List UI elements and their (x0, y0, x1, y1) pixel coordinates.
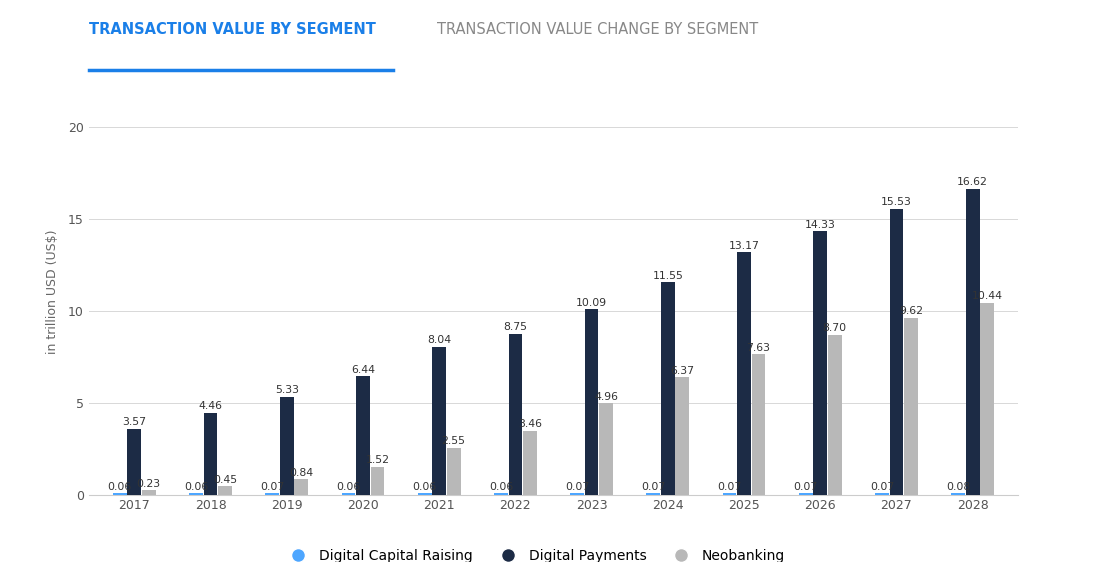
Bar (799, 493, 813, 495)
Text: 8.04: 8.04 (427, 335, 452, 345)
Text: 10.44: 10.44 (972, 291, 1003, 301)
Bar (723, 493, 736, 495)
Bar (570, 493, 584, 495)
Text: 11.55: 11.55 (652, 271, 683, 280)
Text: 0.07: 0.07 (641, 482, 665, 492)
Bar (646, 493, 660, 495)
Bar (189, 493, 203, 495)
Text: 6.37: 6.37 (671, 366, 694, 376)
Text: 13.17: 13.17 (728, 241, 759, 251)
Text: 0.45: 0.45 (213, 475, 237, 485)
Bar (981, 302, 994, 495)
Text: 10.09: 10.09 (576, 297, 607, 307)
Y-axis label: in trillion USD (US$): in trillion USD (US$) (46, 230, 60, 355)
Text: 0.07: 0.07 (565, 482, 589, 492)
Bar (447, 448, 461, 495)
Text: 0.07: 0.07 (794, 482, 818, 492)
Text: 3.57: 3.57 (122, 418, 146, 428)
Bar (433, 347, 446, 495)
Bar (127, 429, 142, 495)
Text: 14.33: 14.33 (805, 220, 836, 229)
Bar (218, 486, 231, 495)
Bar (876, 493, 889, 495)
Text: 3.46: 3.46 (518, 419, 541, 429)
Bar (523, 431, 537, 495)
Text: 2.55: 2.55 (442, 436, 466, 446)
Text: 0.23: 0.23 (136, 479, 161, 489)
Text: TRANSACTION VALUE CHANGE BY SEGMENT: TRANSACTION VALUE CHANGE BY SEGMENT (437, 22, 758, 38)
Text: 0.84: 0.84 (289, 468, 313, 478)
Text: 0.06: 0.06 (413, 482, 437, 492)
Text: 15.53: 15.53 (881, 197, 912, 207)
Bar (342, 493, 355, 495)
Text: 0.06: 0.06 (107, 482, 132, 492)
Bar (737, 252, 751, 495)
Bar (494, 493, 508, 495)
Bar (951, 493, 965, 495)
Bar (371, 466, 384, 495)
Bar (204, 413, 217, 495)
Bar (356, 376, 370, 495)
Text: 0.07: 0.07 (870, 482, 894, 492)
Text: 5.33: 5.33 (275, 385, 299, 395)
Bar (675, 378, 690, 495)
Text: 1.52: 1.52 (365, 455, 390, 465)
Text: 0.06: 0.06 (489, 482, 513, 492)
Bar (584, 309, 599, 495)
Bar (266, 493, 279, 495)
Text: TRANSACTION VALUE BY SEGMENT: TRANSACTION VALUE BY SEGMENT (89, 22, 375, 38)
Bar (599, 404, 613, 495)
Bar (904, 318, 918, 495)
Bar (294, 479, 308, 495)
Bar (417, 493, 432, 495)
Bar (113, 493, 126, 495)
Text: 0.07: 0.07 (717, 482, 742, 492)
Legend: Digital Capital Raising, Digital Payments, Neobanking: Digital Capital Raising, Digital Payment… (279, 543, 790, 562)
Text: 0.07: 0.07 (260, 482, 284, 492)
Text: 9.62: 9.62 (899, 306, 923, 316)
Text: 0.06: 0.06 (184, 482, 208, 492)
Bar (828, 334, 841, 495)
Bar (280, 397, 293, 495)
Bar (661, 282, 674, 495)
Text: 6.44: 6.44 (351, 365, 375, 375)
Text: 4.96: 4.96 (594, 392, 618, 402)
Bar (814, 231, 827, 495)
Text: 0.08: 0.08 (946, 482, 971, 492)
Bar (142, 490, 156, 495)
Bar (752, 354, 765, 495)
Bar (890, 209, 903, 495)
Bar (965, 189, 980, 495)
Bar (508, 334, 523, 495)
Text: 0.06: 0.06 (337, 482, 361, 492)
Text: 8.75: 8.75 (504, 322, 527, 332)
Text: 4.46: 4.46 (198, 401, 223, 411)
Text: 8.70: 8.70 (823, 323, 847, 333)
Text: 7.63: 7.63 (746, 343, 770, 353)
Text: 16.62: 16.62 (958, 178, 989, 187)
